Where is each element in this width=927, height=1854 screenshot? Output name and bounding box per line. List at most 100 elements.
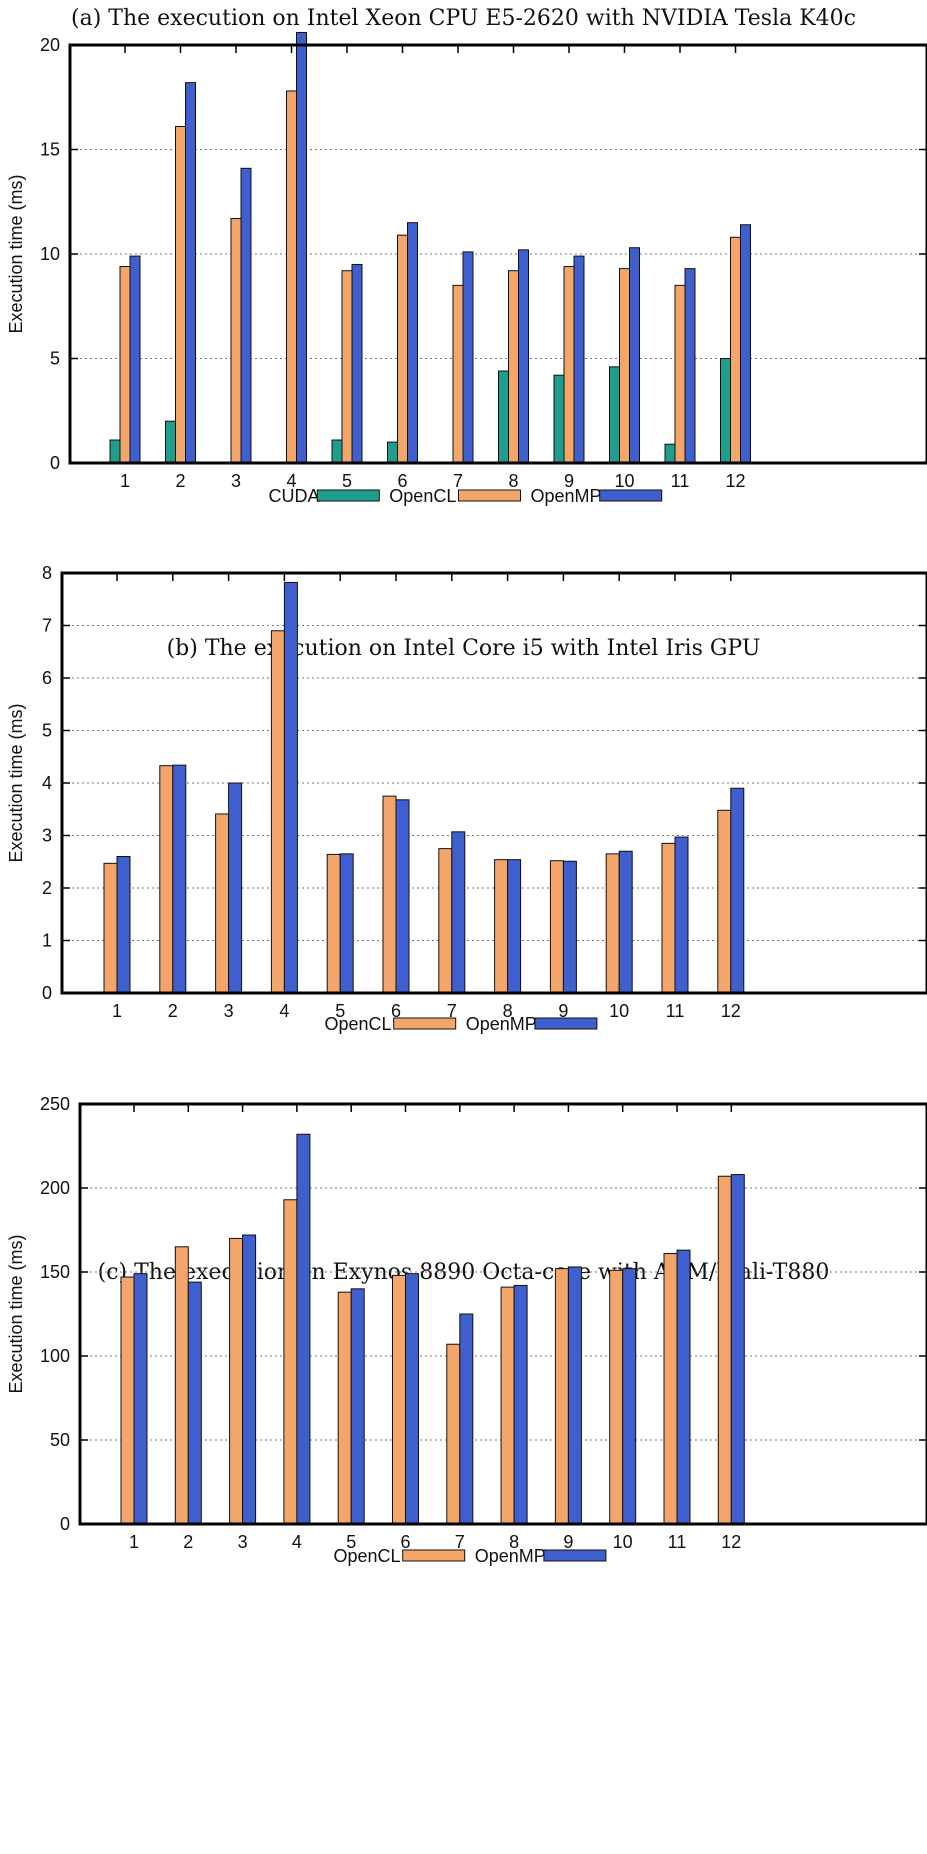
- bar-opencl: [174, 1246, 189, 1525]
- bar-opencl: [609, 1269, 624, 1525]
- y-axis-title: Execution time (ms): [6, 174, 26, 333]
- x-tick-label: 9: [558, 1001, 568, 1021]
- bar-openmp: [459, 1313, 474, 1525]
- bar-openmp: [730, 1174, 745, 1525]
- caption-panel-c: (c) The execution on Exynos 8890 Octa-co…: [97, 1260, 830, 1285]
- y-tick-label: 250: [40, 1094, 70, 1114]
- x-tick-label: 12: [721, 1532, 741, 1552]
- legend: OpenCL OpenMP: [325, 1014, 598, 1034]
- legend-swatch-openmp: [534, 1017, 598, 1030]
- x-tick-label: 10: [613, 1532, 633, 1552]
- y-tick-label: 100: [40, 1346, 70, 1366]
- x-tick-label: 3: [238, 1532, 248, 1552]
- x-tick-label: 6: [397, 471, 407, 491]
- x-tick-label: 4: [279, 1001, 289, 1021]
- legend-label: OpenCL: [389, 486, 456, 506]
- bar-openmp: [622, 1268, 637, 1525]
- y-tick-label: 5: [42, 721, 52, 741]
- bar-openmp: [187, 1281, 202, 1525]
- bar-openmp: [296, 1133, 311, 1525]
- x-tick-label: 2: [175, 471, 185, 491]
- y-axis-title: Execution time (ms): [6, 703, 26, 862]
- legend-swatch-openmp: [543, 1549, 607, 1562]
- caption-panel-a: (a) The execution on Intel Xeon CPU E5-2…: [71, 6, 856, 31]
- legend-swatch-opencl: [458, 489, 521, 502]
- x-tick-label: 5: [346, 1532, 356, 1552]
- y-tick-label: 0: [60, 1514, 70, 1534]
- x-tick-label: 1: [120, 471, 130, 491]
- legend: CUDA OpenCL OpenMP: [269, 486, 663, 506]
- bar-openmp: [405, 1273, 419, 1525]
- x-tick-label: 5: [335, 1001, 345, 1021]
- x-tick-label: 5: [342, 471, 352, 491]
- x-tick-label: 3: [231, 471, 241, 491]
- bar-openmp: [567, 1266, 582, 1525]
- y-tick-label: 7: [42, 616, 52, 636]
- bar-opencl: [500, 1286, 515, 1525]
- y-tick-label: 3: [42, 826, 52, 846]
- x-tick-label: 9: [564, 471, 574, 491]
- x-tick-label: 8: [503, 1001, 513, 1021]
- y-tick-label: 8: [42, 563, 52, 583]
- y-tick-label: 5: [50, 349, 60, 369]
- legend-label: OpenCL: [325, 1014, 392, 1034]
- x-tick-label: 8: [508, 471, 518, 491]
- bar-opencl: [392, 1274, 406, 1525]
- x-tick-label: 10: [609, 1001, 629, 1021]
- x-tick-label: 7: [455, 1532, 465, 1552]
- x-tick-label: 1: [112, 1001, 122, 1021]
- legend-label: CUDA: [269, 486, 320, 506]
- bar-opencl: [663, 1253, 678, 1525]
- x-tick-label: 11: [666, 1001, 685, 1021]
- x-tick-label: 4: [292, 1532, 302, 1552]
- legend-swatch-opencl: [393, 1017, 457, 1030]
- x-tick-label: 9: [563, 1532, 573, 1552]
- x-tick-label: 1: [129, 1532, 139, 1552]
- x-tick-label: 11: [668, 1532, 687, 1552]
- legend: OpenCL OpenMP: [334, 1546, 607, 1566]
- x-tick-label: 4: [286, 471, 296, 491]
- legend-label: OpenCL: [334, 1546, 401, 1566]
- y-tick-label: 50: [50, 1430, 70, 1450]
- y-tick-label: 150: [40, 1262, 70, 1282]
- y-tick-label: 10: [40, 244, 60, 264]
- bar-opencl: [229, 1237, 244, 1525]
- bar-opencl: [337, 1291, 352, 1525]
- y-axis-title: Execution time (ms): [6, 1234, 26, 1393]
- legend-swatch-openmp: [599, 489, 663, 502]
- bar-openmp: [513, 1284, 528, 1525]
- y-tick-label: 0: [42, 983, 52, 1003]
- x-tick-label: 6: [391, 1001, 401, 1021]
- plot-frame: [78, 1102, 927, 1526]
- bar-openmp: [676, 1249, 691, 1525]
- y-tick-label: 6: [42, 668, 52, 688]
- y-tick-label: 1: [42, 931, 52, 951]
- legend-label: OpenMP: [466, 1014, 537, 1034]
- y-tick-label: 2: [42, 878, 52, 898]
- x-tick-label: 12: [721, 1001, 741, 1021]
- x-tick-label: 10: [614, 471, 634, 491]
- bar-openmp: [350, 1288, 365, 1525]
- legend-swatch-opencl: [402, 1549, 466, 1562]
- x-tick-label: 11: [671, 471, 690, 491]
- y-tick-label: 200: [40, 1178, 70, 1198]
- plot-frame: [68, 43, 927, 465]
- bar-opencl: [283, 1199, 298, 1525]
- bar-opencl: [554, 1268, 569, 1525]
- legend-swatch-cuda: [316, 489, 380, 502]
- y-tick-label: 0: [50, 453, 60, 473]
- legend-label: OpenMP: [475, 1546, 546, 1566]
- x-tick-label: 12: [725, 471, 745, 491]
- x-tick-label: 3: [224, 1001, 234, 1021]
- x-tick-label: 7: [447, 1001, 457, 1021]
- bar-openmp: [242, 1234, 257, 1525]
- x-tick-label: 2: [168, 1001, 178, 1021]
- caption-panel-b: (b) The execution on Intel Core i5 with …: [166, 636, 761, 661]
- x-tick-label: 6: [400, 1532, 410, 1552]
- bar-openmp: [133, 1273, 148, 1525]
- x-tick-label: 8: [509, 1532, 519, 1552]
